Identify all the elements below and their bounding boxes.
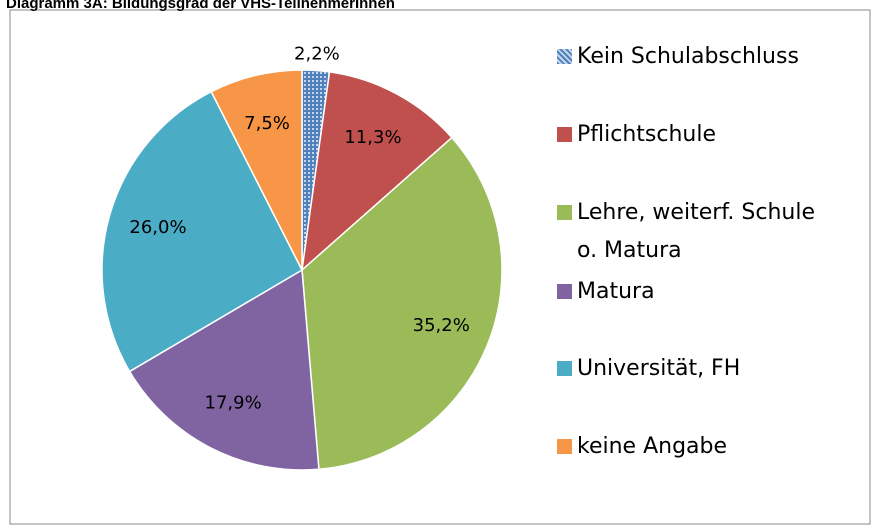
legend-label: Lehre, weiterf. Schule o. Matura xyxy=(577,200,816,263)
data-label: 26,0% xyxy=(129,217,186,238)
legend-label: keine Angabe xyxy=(577,434,728,459)
legend-swatch xyxy=(557,361,572,376)
legend-swatch xyxy=(557,205,572,220)
legend-item: keine Angabe xyxy=(557,428,871,466)
legend-swatch xyxy=(557,49,572,64)
data-label: 2,2% xyxy=(294,44,340,65)
chart-title: Diagramm 3A: Bildungsgrad der VHS-Teilne… xyxy=(6,0,395,12)
pie-slice xyxy=(210,69,303,271)
data-label: 11,3% xyxy=(344,127,401,148)
data-label: 7,5% xyxy=(244,113,290,134)
legend-swatch xyxy=(557,284,572,299)
legend-label: Universität, FH xyxy=(577,356,741,381)
legend-item: Pflichtschule xyxy=(557,116,871,154)
legend-label: Matura xyxy=(577,279,655,304)
data-label: 17,9% xyxy=(205,392,262,413)
legend-label: Kein Schulabschluss xyxy=(577,44,799,69)
pie-slice xyxy=(300,71,453,272)
pie-slice xyxy=(101,90,303,373)
legend-item: Lehre, weiterf. Schule o. Matura xyxy=(557,194,871,270)
pie-slice xyxy=(301,136,503,471)
chart-border xyxy=(9,9,871,525)
legend-item: Kein Schulabschluss xyxy=(557,38,871,76)
pie-slice xyxy=(128,268,320,471)
data-label: 35,2% xyxy=(413,315,470,336)
legend-swatch xyxy=(557,127,572,142)
legend-item: Matura xyxy=(557,273,871,311)
legend-label: Pflichtschule xyxy=(577,122,716,147)
legend-swatch xyxy=(557,439,572,454)
legend-item: Universität, FH xyxy=(557,350,871,388)
